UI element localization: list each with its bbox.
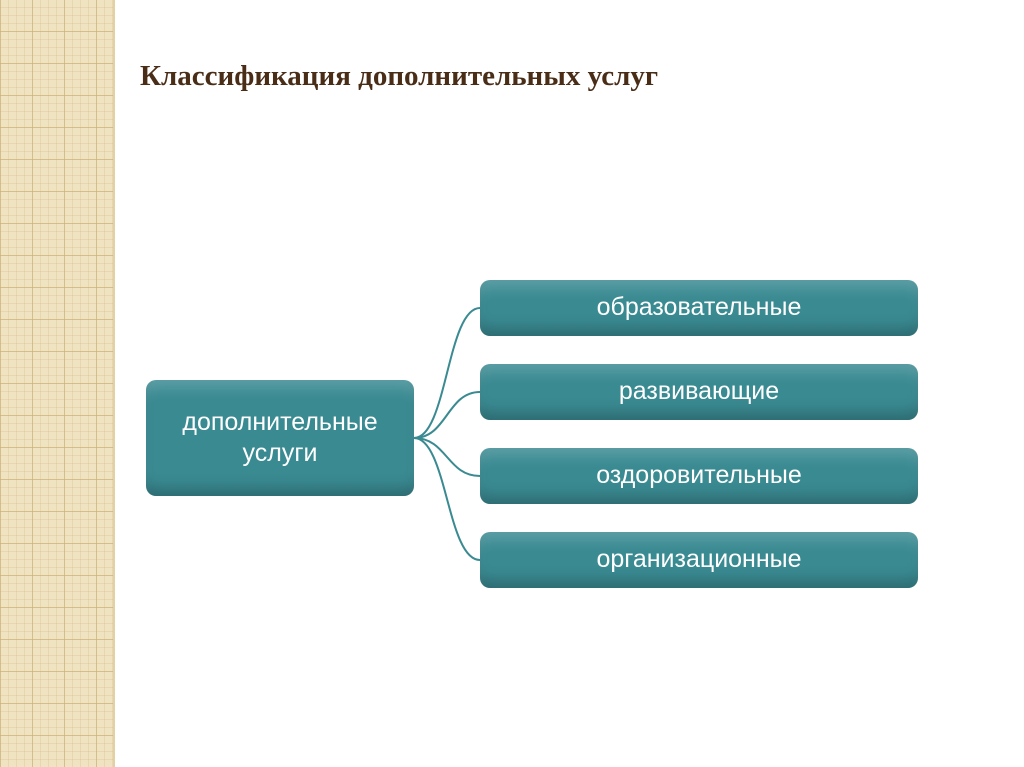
slide: Классификация дополнительных услуг допол… (0, 0, 1024, 767)
connector-line (414, 438, 480, 476)
child-node-label: образовательные (597, 292, 802, 323)
classification-tree: дополнительные услуги образовательные ра… (0, 0, 1024, 767)
child-node-developmental: развивающие (480, 364, 918, 420)
root-node-label: дополнительные услуги (182, 407, 377, 470)
child-node-health: оздоровительные (480, 448, 918, 504)
connector-line (414, 438, 480, 560)
child-node-label: организационные (596, 544, 801, 575)
child-node-organizational: организационные (480, 532, 918, 588)
root-node: дополнительные услуги (146, 380, 414, 496)
child-node-educational: образовательные (480, 280, 918, 336)
connector-line (414, 392, 480, 438)
connector-line (414, 308, 480, 438)
child-node-label: развивающие (619, 376, 779, 407)
child-node-label: оздоровительные (596, 460, 802, 491)
